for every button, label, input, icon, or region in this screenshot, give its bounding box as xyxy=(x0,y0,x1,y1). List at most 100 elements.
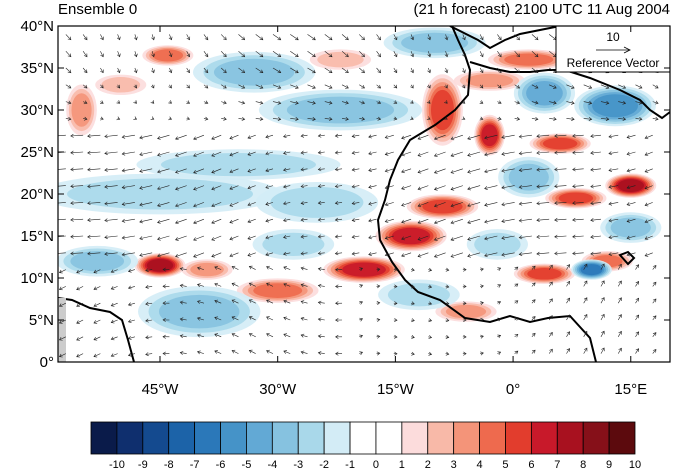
wind-vector xyxy=(248,265,256,270)
wind-vector xyxy=(600,100,610,105)
wind-vector xyxy=(401,151,412,157)
wind-vector xyxy=(531,34,539,41)
wind-vector xyxy=(127,319,135,324)
wind-vector xyxy=(572,217,584,222)
wind-vector xyxy=(644,134,653,140)
wind-vector xyxy=(229,202,239,207)
wind-vector xyxy=(417,151,429,157)
colorbar-swatch xyxy=(401,421,429,455)
wind-vector xyxy=(229,218,239,224)
wind-vector xyxy=(462,284,467,289)
wind-vector xyxy=(393,351,398,356)
wind-vector xyxy=(335,351,343,356)
wind-vector xyxy=(600,313,605,321)
wind-vector xyxy=(70,201,84,205)
colorbar-swatch xyxy=(297,421,325,455)
wind-vector xyxy=(501,134,515,140)
field-anomaly-35 xyxy=(466,229,528,260)
wind-vector xyxy=(484,202,498,207)
wind-vector xyxy=(590,234,601,239)
wind-vector xyxy=(290,67,299,74)
wind-vector xyxy=(514,333,519,338)
wind-vector xyxy=(266,349,274,354)
wind-vector xyxy=(168,67,173,74)
wind-vector xyxy=(82,100,88,105)
x-tick-label: 30°W xyxy=(259,381,297,398)
wind-vector xyxy=(238,100,246,105)
wind-vector xyxy=(283,316,291,321)
wind-vector xyxy=(272,117,282,121)
wind-vector xyxy=(76,302,84,308)
wind-vector xyxy=(626,185,636,190)
wind-vector xyxy=(462,34,466,41)
wind-vector xyxy=(139,218,153,224)
wind-vector xyxy=(255,50,264,58)
wind-vector xyxy=(247,235,256,240)
wind-vector xyxy=(536,218,550,223)
wind-vector xyxy=(300,150,308,155)
wind-vector xyxy=(462,67,466,74)
wind-vector xyxy=(572,150,584,155)
wind-vector xyxy=(221,100,227,105)
wind-vector xyxy=(536,150,550,155)
wind-vector xyxy=(635,331,639,337)
field-anomaly-29 xyxy=(58,245,139,277)
wind-vector xyxy=(307,50,316,58)
wind-vector xyxy=(514,350,519,355)
wind-vector xyxy=(626,202,636,206)
wind-vector xyxy=(283,266,291,270)
wind-vector xyxy=(70,234,84,239)
wind-vector xyxy=(110,319,118,324)
wind-vector xyxy=(484,185,498,190)
wind-vector xyxy=(644,151,653,156)
wind-vector xyxy=(70,184,84,189)
colorbar-swatch xyxy=(453,421,480,455)
wind-vector xyxy=(618,84,627,89)
wind-vector xyxy=(229,252,239,258)
wind-vector xyxy=(497,267,502,271)
wind-vector xyxy=(110,286,118,290)
wind-vector xyxy=(518,151,532,156)
wind-vector xyxy=(104,218,118,223)
wind-vector xyxy=(479,34,484,41)
wind-vector xyxy=(211,168,222,174)
wind-vector xyxy=(600,263,605,270)
wind-vector xyxy=(417,235,429,241)
wind-vector xyxy=(393,51,398,58)
wind-vector xyxy=(82,34,88,41)
plot-title-right: (21 h forecast) 2100 UTC 11 Aug 2004 xyxy=(413,1,670,18)
wind-vector xyxy=(317,133,325,138)
wind-vector xyxy=(617,280,622,287)
wind-vector xyxy=(179,267,187,271)
wind-vector xyxy=(110,269,118,274)
wind-vector xyxy=(290,100,299,105)
wind-vector xyxy=(231,316,239,321)
wind-vector xyxy=(617,347,622,354)
wind-vector xyxy=(518,201,532,206)
colorbar-label: 4 xyxy=(477,459,483,471)
wind-vector xyxy=(484,134,498,140)
wind-vector xyxy=(197,350,205,355)
wind-vector xyxy=(317,334,325,339)
wind-vector xyxy=(104,184,118,189)
colorbar-swatch xyxy=(142,421,170,455)
wind-vector xyxy=(214,299,222,304)
wind-vector xyxy=(417,202,429,208)
reference-vector-box: 10 Reference Vector xyxy=(555,25,671,73)
mediterranean-coastline xyxy=(469,61,670,120)
wind-vector xyxy=(221,84,227,89)
wind-vector xyxy=(283,218,291,223)
wind-vector xyxy=(317,150,325,155)
wind-vector xyxy=(368,184,377,189)
field-anomaly-34 xyxy=(252,229,335,260)
wind-vector xyxy=(150,116,155,120)
wind-vector xyxy=(480,301,484,306)
wind-vector xyxy=(87,167,101,172)
field-anomaly-20 xyxy=(192,51,316,93)
wind-vector xyxy=(100,84,104,89)
wind-vector xyxy=(572,251,584,256)
wind-vector xyxy=(162,284,170,289)
wind-vector xyxy=(444,84,448,89)
wind-vector xyxy=(272,67,282,74)
wind-vector xyxy=(549,67,557,74)
